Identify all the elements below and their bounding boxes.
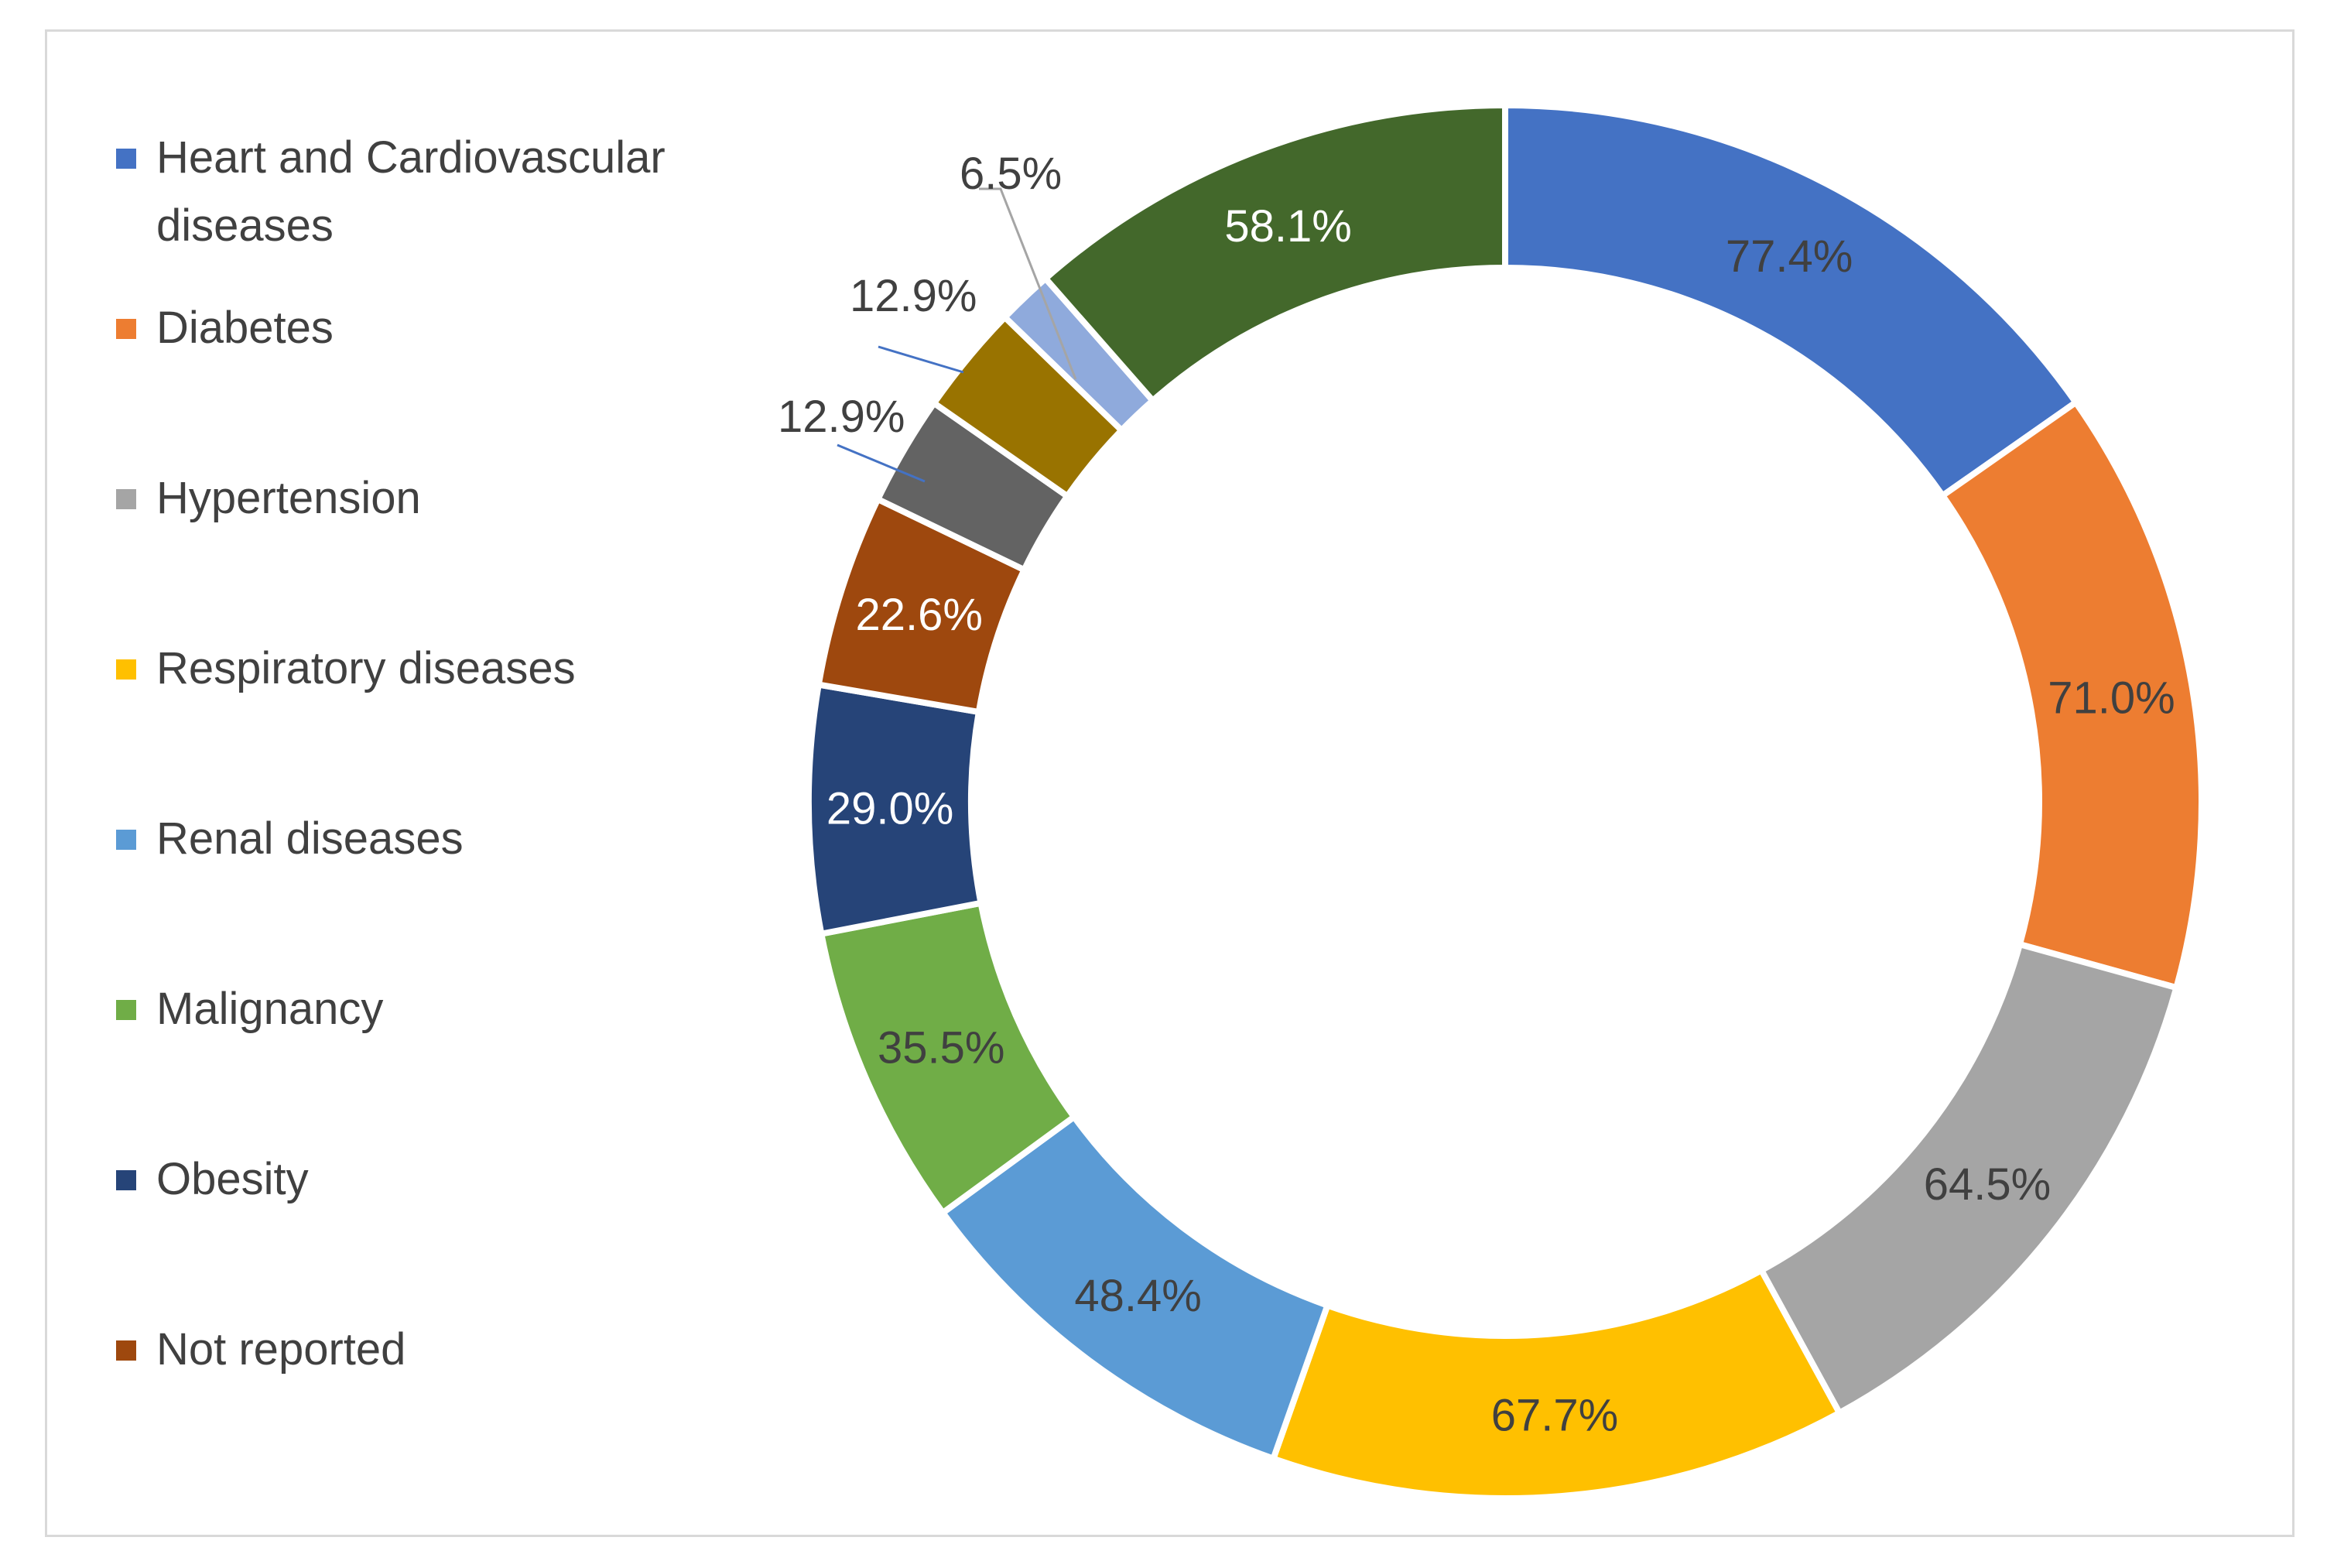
leader-line (837, 443, 926, 483)
legend-swatch-icon (116, 1000, 136, 1020)
data-label: 35.5% (878, 1023, 1004, 1073)
legend-swatch-icon (116, 319, 136, 339)
legend-label: Diabetes (156, 303, 334, 353)
leader-line (979, 187, 1077, 380)
data-label: 22.6% (855, 590, 982, 640)
data-label: 6.5% (960, 149, 1062, 199)
leader-line (878, 345, 964, 374)
donut-slice (1269, 1265, 1844, 1501)
data-label: 77.4% (1726, 231, 1853, 282)
data-label: 58.1% (1224, 201, 1351, 252)
data-label: 48.4% (1074, 1271, 1201, 1321)
legend-label: Renal diseases (156, 813, 464, 864)
data-label: 12.9% (778, 392, 905, 442)
legend-label: Respiratory diseases (156, 643, 576, 693)
legend-label: Obesity (156, 1154, 309, 1204)
data-label: 67.7% (1491, 1390, 1618, 1440)
legend-swatch-icon (116, 1170, 136, 1190)
legend-swatch-icon (116, 1340, 136, 1361)
legend-swatch-icon (116, 149, 136, 169)
data-label: 71.0% (2048, 673, 2175, 723)
legend-swatch-icon (116, 489, 136, 509)
legend-label: Not reported (156, 1324, 406, 1375)
donut-slice (1041, 101, 1508, 406)
data-label: 29.0% (826, 784, 953, 834)
legend-swatch-icon (116, 659, 136, 680)
legend-label: Hypertension (156, 473, 421, 523)
legend-label: Heart and Cardiovascular diseases (156, 132, 666, 251)
data-label: 64.5% (1924, 1159, 2051, 1210)
data-label: 12.9% (850, 271, 977, 321)
legend-swatch-icon (116, 830, 136, 850)
legend-label: Malignancy (156, 984, 384, 1034)
donut-slice (1502, 101, 2080, 500)
